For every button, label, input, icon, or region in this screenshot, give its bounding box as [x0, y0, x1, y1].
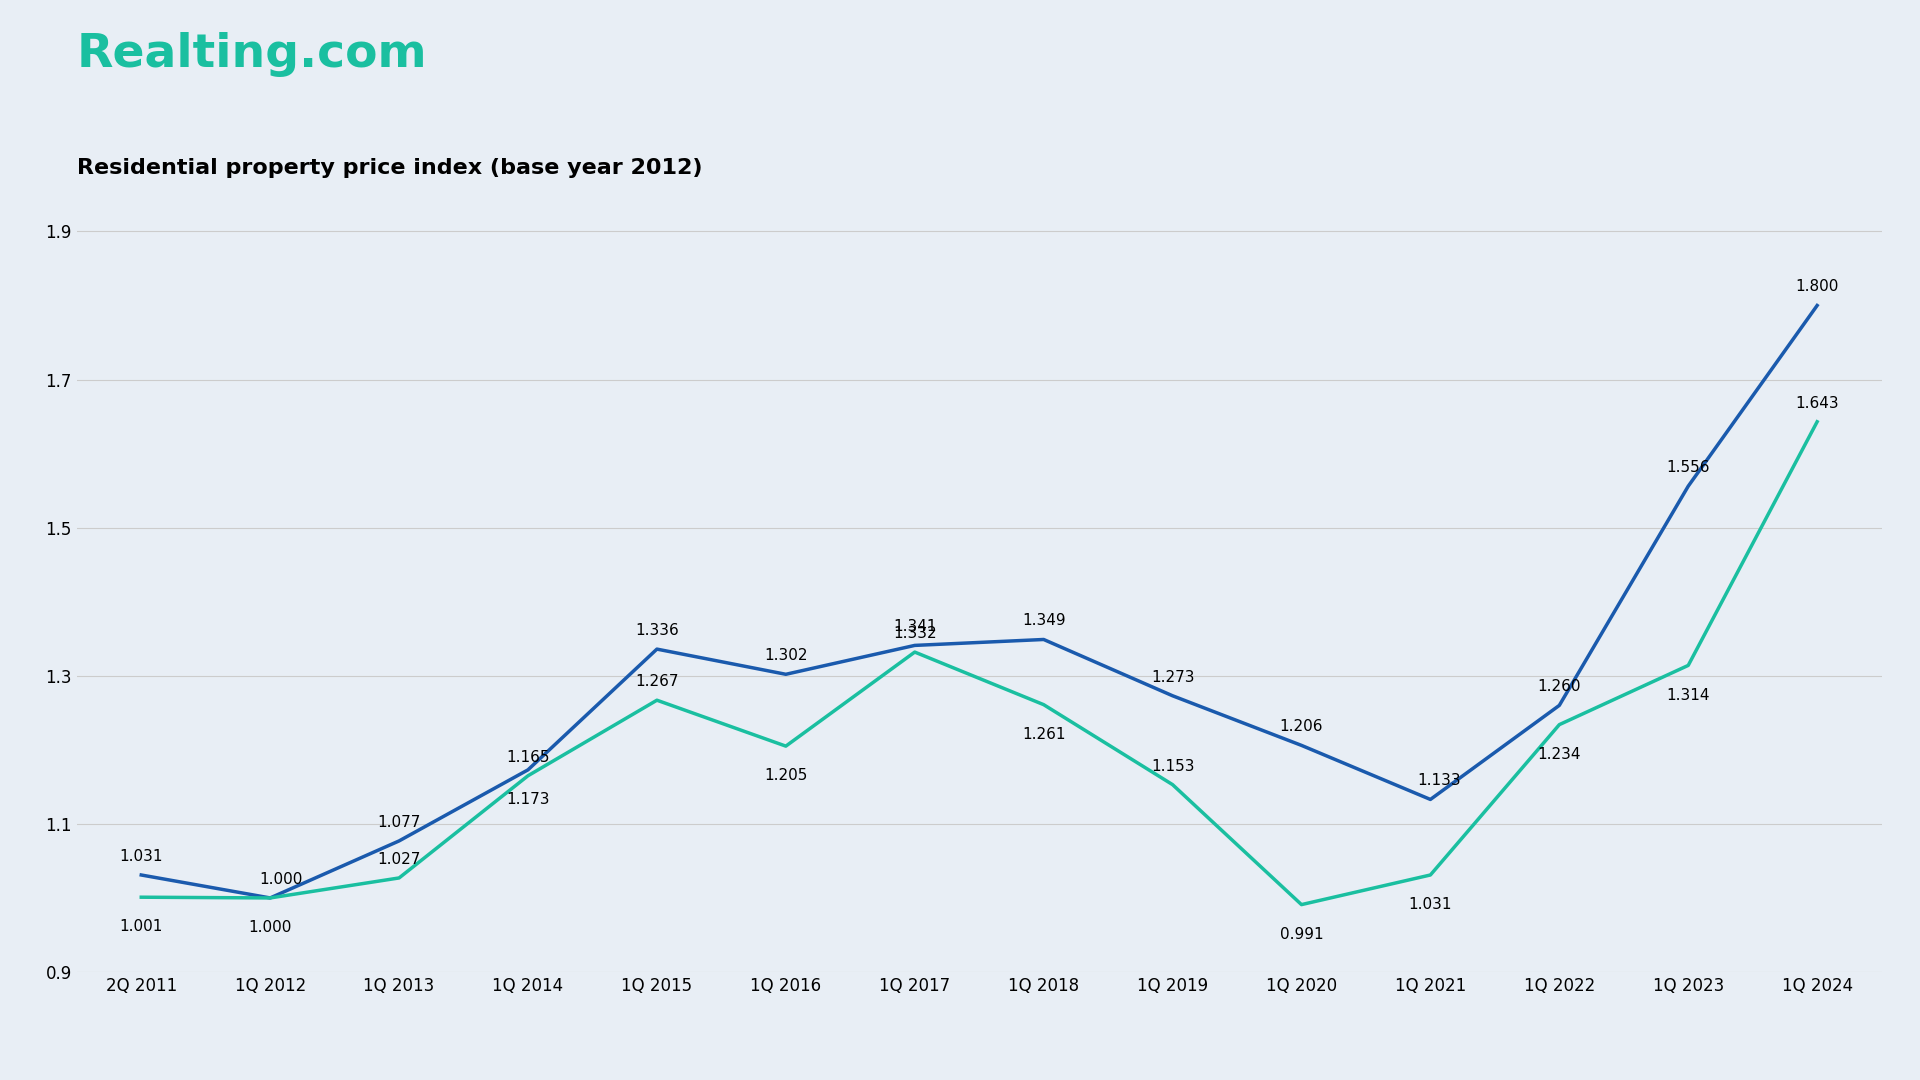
- Text: 1.206: 1.206: [1281, 719, 1323, 734]
- Text: 1.336: 1.336: [636, 623, 680, 638]
- Text: 1.314: 1.314: [1667, 688, 1711, 703]
- Text: Residential property price index (base year 2012): Residential property price index (base y…: [77, 158, 703, 178]
- Text: 1.261: 1.261: [1021, 727, 1066, 742]
- Text: 1.800: 1.800: [1795, 280, 1839, 295]
- Text: 1.205: 1.205: [764, 768, 808, 783]
- Text: 1.556: 1.556: [1667, 460, 1711, 475]
- Text: 1.260: 1.260: [1538, 679, 1580, 694]
- Text: 1.234: 1.234: [1538, 747, 1580, 761]
- Text: 0.991: 0.991: [1279, 927, 1323, 942]
- Text: 1.165: 1.165: [507, 750, 549, 765]
- Text: 1.349: 1.349: [1021, 613, 1066, 629]
- Text: 1.027: 1.027: [378, 852, 420, 867]
- Text: 1.273: 1.273: [1150, 670, 1194, 685]
- Text: 1.031: 1.031: [1409, 897, 1452, 913]
- Text: 1.001: 1.001: [119, 919, 163, 934]
- Text: 1.302: 1.302: [764, 648, 808, 663]
- Text: 1.173: 1.173: [507, 792, 549, 807]
- Text: 1.332: 1.332: [893, 626, 937, 640]
- Text: 1.077: 1.077: [378, 814, 420, 829]
- Text: 1.267: 1.267: [636, 674, 678, 689]
- Text: 1.153: 1.153: [1150, 758, 1194, 773]
- Text: 1.341: 1.341: [893, 619, 937, 634]
- Text: 1.133: 1.133: [1417, 773, 1461, 788]
- Text: 1.000: 1.000: [259, 872, 303, 887]
- Text: 1.031: 1.031: [119, 849, 163, 864]
- Text: 1.643: 1.643: [1795, 395, 1839, 410]
- Text: 1.000: 1.000: [248, 920, 292, 935]
- Text: Realting.com: Realting.com: [77, 32, 428, 78]
